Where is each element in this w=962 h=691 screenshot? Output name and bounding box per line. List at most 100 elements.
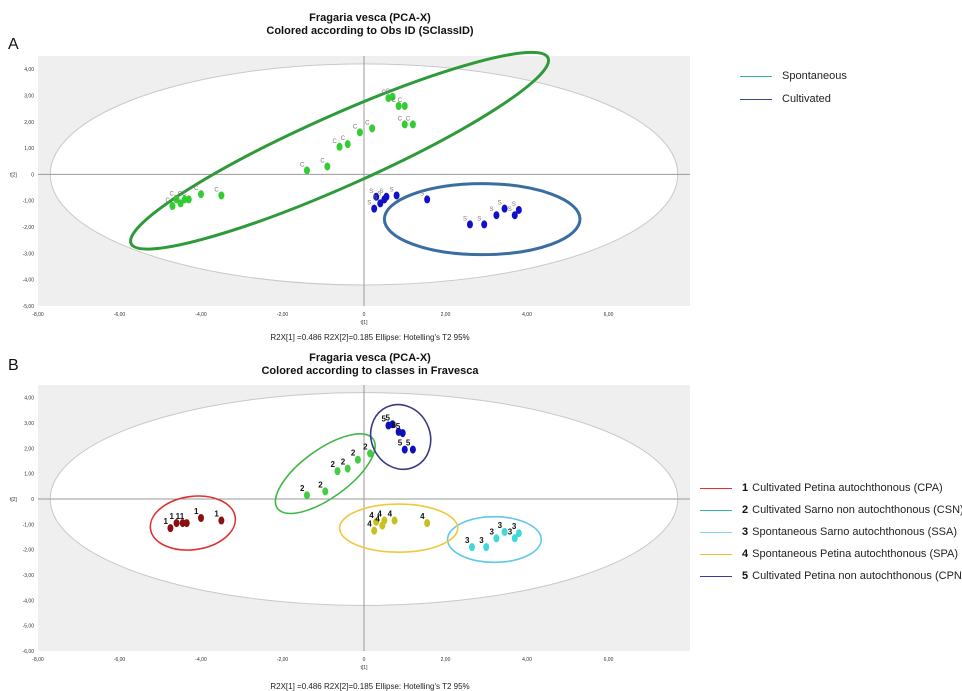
- data-point: [401, 445, 408, 454]
- point-label: S: [367, 201, 371, 207]
- y-tick-label: 0: [31, 497, 34, 503]
- group-ellipse: [129, 50, 551, 251]
- data-point: [371, 526, 378, 535]
- point-label: 5: [398, 439, 403, 448]
- point-label: C: [174, 195, 179, 201]
- point-label: 3: [508, 527, 513, 536]
- point-label: 1: [214, 510, 219, 519]
- panel-b-title-line2: Colored according to classes in Fravesca: [261, 365, 479, 377]
- point-label: C: [182, 191, 187, 197]
- data-point: [169, 202, 176, 210]
- data-point: [389, 420, 396, 429]
- point-label: C: [406, 116, 411, 122]
- point-label: 1: [163, 517, 168, 526]
- legend-swatch: [700, 531, 732, 533]
- data-point: [373, 192, 380, 201]
- data-point: [468, 543, 475, 552]
- panel-a-title-line2: Colored according to Obs ID (SClassID): [266, 25, 474, 37]
- data-point: [371, 204, 378, 213]
- x-tick-label: -8,00: [32, 657, 44, 663]
- data-point: [369, 124, 376, 133]
- y-axis-label: t[2]: [10, 497, 18, 503]
- data-point: [367, 449, 374, 458]
- point-label: 5: [396, 422, 401, 431]
- x-tick-label: 6,00: [604, 312, 614, 318]
- group-ellipse: [382, 182, 582, 257]
- legend-item: 4 Spontaneous Petina autochthonous (SPA): [700, 548, 958, 560]
- data-point: [185, 195, 192, 204]
- x-tick-label: 6,00: [604, 657, 614, 663]
- data-point: [401, 120, 408, 129]
- x-tick-label: 0: [363, 312, 366, 318]
- data-point: [322, 487, 329, 496]
- data-point: [483, 543, 490, 552]
- data-point: [399, 429, 406, 438]
- data-point: [218, 191, 225, 200]
- legend-label: Spontaneous: [782, 70, 847, 82]
- legend-swatch: [700, 553, 732, 555]
- x-axis-label: t[1]: [361, 665, 369, 671]
- data-point: [401, 102, 408, 110]
- data-point: [511, 534, 518, 543]
- legend-label: Spontaneous Petina autochthonous (SPA): [752, 548, 959, 560]
- point-label: C: [386, 89, 391, 95]
- group-ellipse: [338, 503, 459, 553]
- point-label: S: [369, 189, 373, 195]
- legend-label: Cultivated Petina autochthonous (CPA): [752, 482, 943, 494]
- point-label: C: [333, 139, 338, 145]
- legend-number: 5: [742, 570, 749, 582]
- y-tick-label: -2,00: [23, 225, 35, 231]
- data-point: [383, 192, 390, 201]
- data-point: [515, 529, 522, 538]
- y-tick-label: 2,00: [24, 120, 34, 126]
- y-tick-label: 3,00: [24, 93, 34, 99]
- y-tick-label: 1,00: [24, 472, 34, 478]
- point-label: C: [398, 116, 403, 122]
- data-point: [373, 517, 380, 526]
- point-label: 3: [498, 521, 503, 530]
- point-label: 5: [386, 413, 391, 422]
- point-label: C: [365, 120, 370, 126]
- point-label: C: [392, 98, 397, 104]
- point-label: 2: [363, 442, 368, 451]
- point-label: C: [170, 191, 175, 197]
- data-point: [344, 464, 351, 473]
- data-point: [391, 516, 398, 525]
- data-point: [424, 519, 431, 528]
- point-label: 1: [170, 512, 175, 521]
- point-label: 2: [300, 484, 305, 493]
- point-label: 4: [420, 512, 425, 521]
- legend-number: 3: [742, 526, 749, 538]
- data-point: [344, 140, 351, 149]
- point-label: 4: [367, 520, 372, 529]
- x-tick-label: -2,00: [277, 312, 289, 318]
- x-tick-label: -6,00: [114, 312, 126, 318]
- legend-number: 2: [742, 504, 749, 516]
- x-tick-label: -4,00: [195, 312, 207, 318]
- point-label: S: [379, 189, 383, 195]
- y-tick-label: -1,00: [23, 522, 35, 528]
- legend-swatch: [700, 509, 732, 511]
- point-label: S: [477, 216, 481, 222]
- data-point: [424, 195, 431, 204]
- y-tick-label: 0: [31, 172, 34, 178]
- data-point: [356, 128, 363, 137]
- x-tick-label: 2,00: [441, 657, 451, 663]
- point-label: C: [381, 90, 386, 96]
- point-label: 4: [388, 510, 393, 519]
- legend-label: Spontaneous Sarno autochthonous (SSA): [752, 526, 957, 538]
- y-tick-label: 3,00: [24, 421, 34, 427]
- x-tick-label: 0: [363, 657, 366, 663]
- data-point: [511, 211, 518, 220]
- x-tick-label: -2,00: [277, 657, 289, 663]
- data-point: [515, 205, 522, 214]
- data-point: [395, 102, 402, 110]
- panel-a: A Fragaria vesca (PCA-X) Colored accordi…: [0, 0, 962, 345]
- legend-label: Cultivated Sarno non autochthonous (CSN): [752, 504, 962, 516]
- group-ellipse: [369, 403, 432, 471]
- legend-item: 3 Spontaneous Sarno autochthonous (SSA): [700, 526, 957, 538]
- panel-a-title-line1: Fragaria vesca (PCA-X): [309, 12, 431, 24]
- panel-b-letter: B: [8, 357, 19, 374]
